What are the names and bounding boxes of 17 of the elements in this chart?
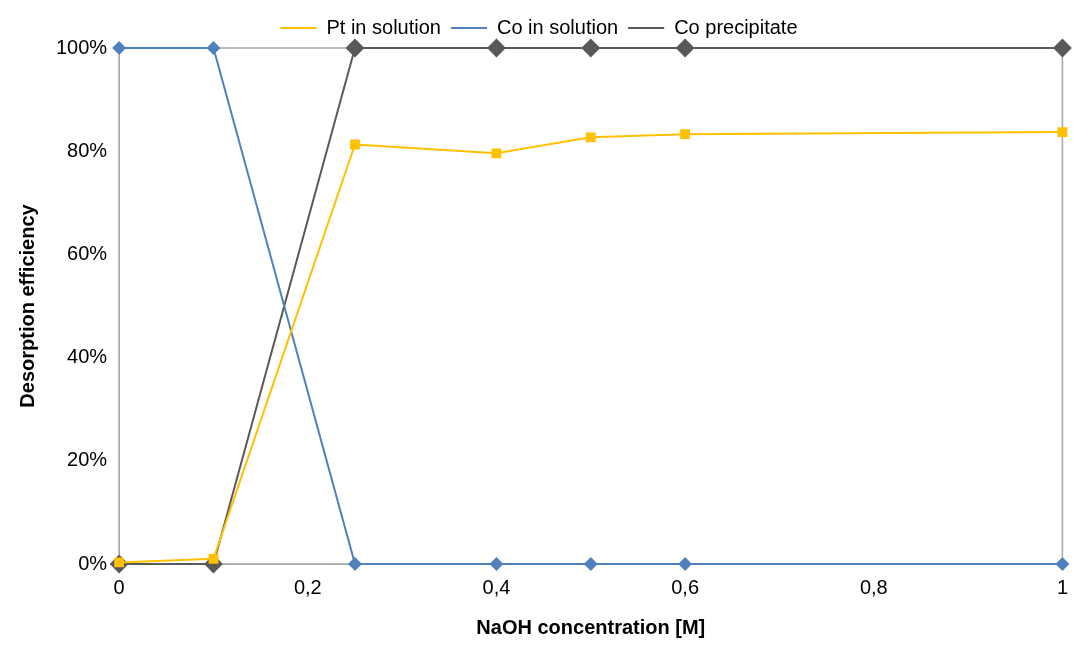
x-tick-label: 0,4 xyxy=(482,575,511,598)
x-tick-label: 0,6 xyxy=(671,575,700,598)
x-tick-label: 0,8 xyxy=(859,575,888,598)
y-axis-title: Desorption efficiency xyxy=(15,203,38,408)
x-tick-label: 0 xyxy=(113,575,125,598)
x-axis-title: NaOH concentration [M] xyxy=(476,615,706,638)
y-tick-label: 80% xyxy=(67,138,108,161)
x-tick-label: 0,2 xyxy=(293,575,322,598)
y-tick-label: 100% xyxy=(56,35,108,58)
y-tick-label: 40% xyxy=(67,345,108,368)
x-tick-label: 1 xyxy=(1056,575,1068,598)
y-tick-label: 60% xyxy=(67,241,108,264)
legend-label: Co in solution xyxy=(496,15,619,38)
y-tick-label: 20% xyxy=(67,448,108,471)
legend-label: Pt in solution xyxy=(326,15,441,38)
legend-label: Co precipitate xyxy=(674,15,798,38)
y-tick-label: 0% xyxy=(78,551,108,574)
